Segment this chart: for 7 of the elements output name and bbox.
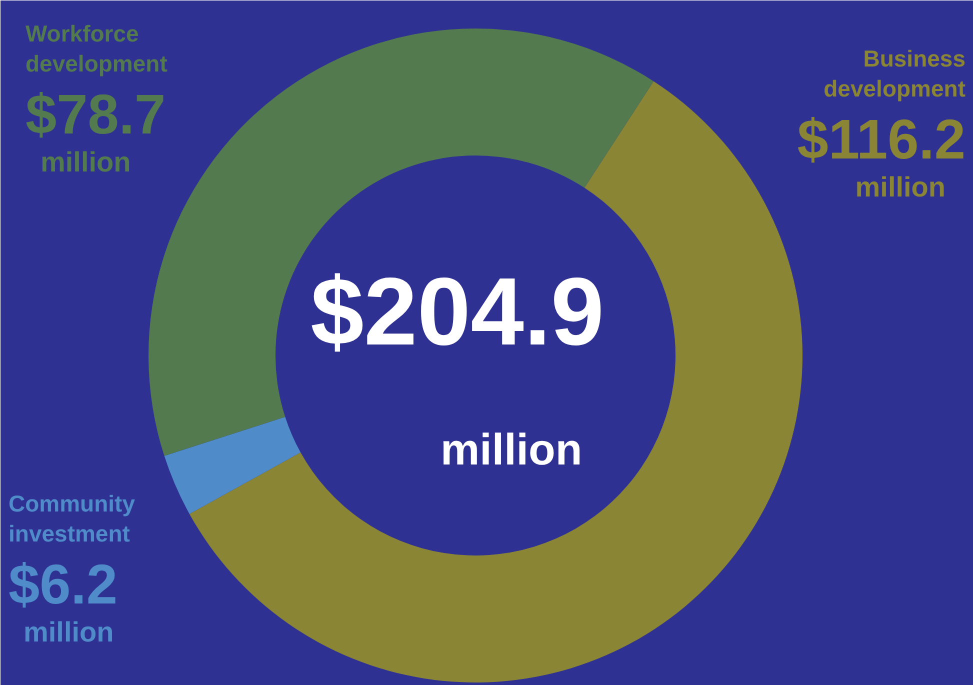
slice-label: Workforce development [26,20,168,76]
data-label: $6.2 million [8,552,118,648]
data-label: $116.2 million [797,108,966,202]
text: $204.9 million [310,258,604,474]
slice-label: Business development [824,46,966,102]
slice-label: Community investment [8,490,136,546]
data-label: $78.7 million [26,82,166,178]
